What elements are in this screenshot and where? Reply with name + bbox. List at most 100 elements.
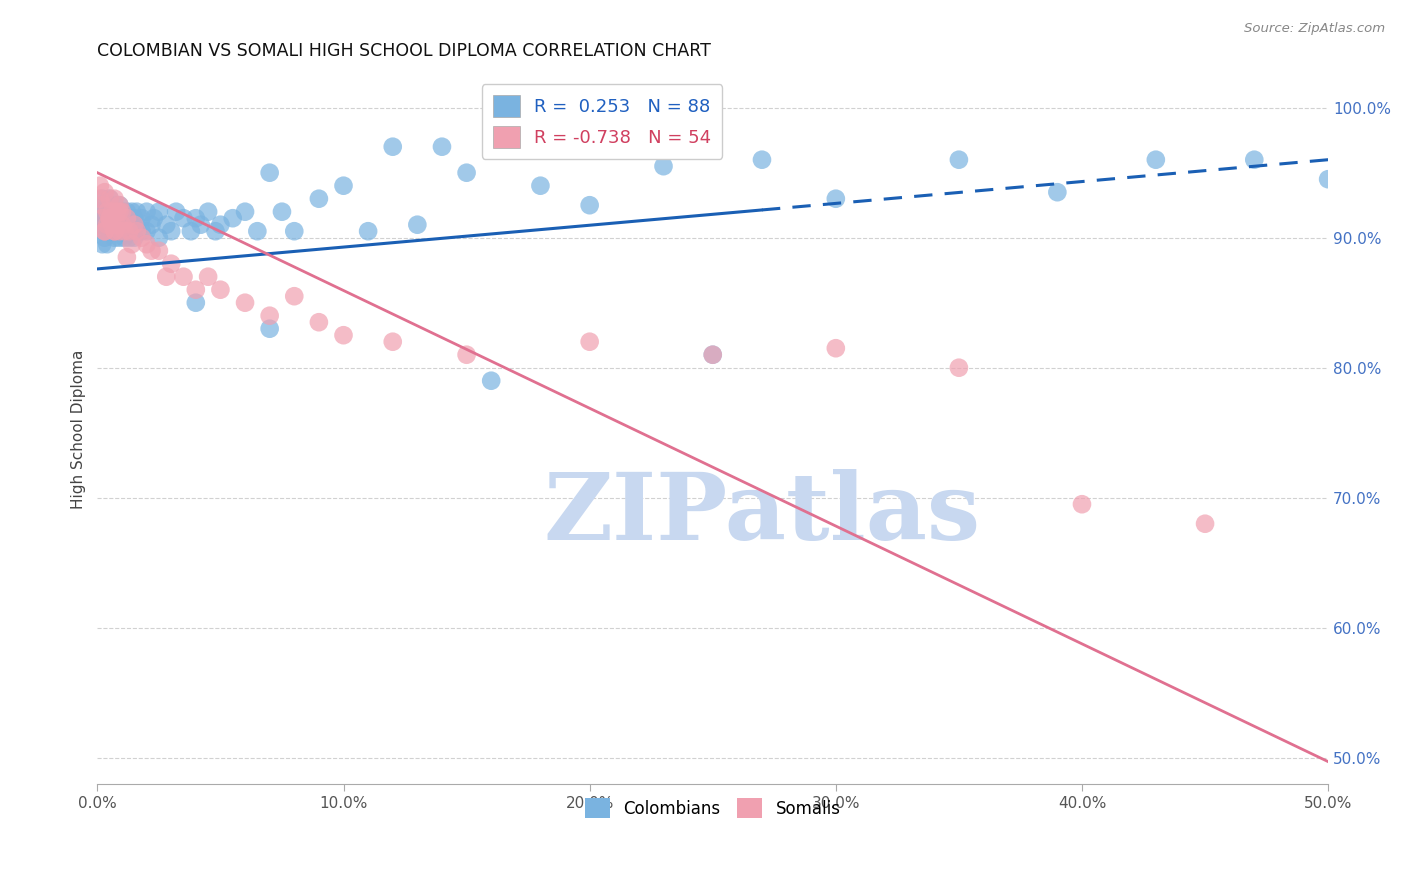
Point xyxy=(96,204,118,219)
Point xyxy=(197,204,219,219)
Point xyxy=(91,192,114,206)
Point xyxy=(155,269,177,284)
Point xyxy=(456,166,478,180)
Point xyxy=(98,211,121,226)
Point xyxy=(204,224,226,238)
Text: COLOMBIAN VS SOMALI HIGH SCHOOL DIPLOMA CORRELATION CHART: COLOMBIAN VS SOMALI HIGH SCHOOL DIPLOMA … xyxy=(97,42,711,60)
Point xyxy=(112,211,135,226)
Point xyxy=(456,348,478,362)
Point xyxy=(101,218,124,232)
Point xyxy=(103,211,125,226)
Point xyxy=(108,211,131,226)
Point xyxy=(233,295,256,310)
Text: ZIPatlas: ZIPatlas xyxy=(543,469,980,559)
Point xyxy=(105,224,128,238)
Point xyxy=(259,309,281,323)
Point xyxy=(93,230,115,244)
Point xyxy=(529,178,551,193)
Point xyxy=(103,224,125,238)
Point xyxy=(96,218,118,232)
Point xyxy=(105,218,128,232)
Point xyxy=(98,198,121,212)
Point xyxy=(111,204,134,219)
Point xyxy=(197,269,219,284)
Point xyxy=(91,198,114,212)
Point xyxy=(578,198,600,212)
Point xyxy=(751,153,773,167)
Point xyxy=(184,211,207,226)
Point xyxy=(1071,497,1094,511)
Point xyxy=(430,139,453,153)
Point xyxy=(103,224,125,238)
Point xyxy=(233,204,256,219)
Point xyxy=(246,224,269,238)
Point xyxy=(259,166,281,180)
Point xyxy=(948,153,970,167)
Point xyxy=(93,211,115,226)
Point xyxy=(283,289,305,303)
Point xyxy=(96,218,118,232)
Text: Source: ZipAtlas.com: Source: ZipAtlas.com xyxy=(1244,22,1385,36)
Point xyxy=(209,218,232,232)
Point xyxy=(91,237,114,252)
Point xyxy=(105,204,128,219)
Point xyxy=(98,211,121,226)
Point xyxy=(101,218,124,232)
Point xyxy=(381,334,404,349)
Point xyxy=(108,198,131,212)
Point xyxy=(148,244,170,258)
Point xyxy=(184,283,207,297)
Point xyxy=(131,211,153,226)
Point xyxy=(118,230,141,244)
Point xyxy=(108,224,131,238)
Point xyxy=(1194,516,1216,531)
Point xyxy=(91,211,114,226)
Point xyxy=(98,192,121,206)
Point xyxy=(96,204,118,219)
Point xyxy=(121,224,143,238)
Point xyxy=(108,230,131,244)
Point xyxy=(93,224,115,238)
Point xyxy=(824,192,846,206)
Point xyxy=(180,224,202,238)
Point xyxy=(124,211,146,226)
Point xyxy=(101,224,124,238)
Point xyxy=(111,218,134,232)
Point xyxy=(143,211,166,226)
Point xyxy=(125,218,148,232)
Point xyxy=(308,315,330,329)
Point xyxy=(115,250,138,264)
Point xyxy=(103,198,125,212)
Point xyxy=(381,139,404,153)
Point xyxy=(1317,172,1340,186)
Point xyxy=(308,192,330,206)
Point xyxy=(105,218,128,232)
Point xyxy=(332,328,354,343)
Point xyxy=(121,204,143,219)
Point xyxy=(125,204,148,219)
Point xyxy=(271,204,294,219)
Point xyxy=(89,178,111,193)
Point xyxy=(93,224,115,238)
Point xyxy=(173,211,195,226)
Point xyxy=(1243,153,1265,167)
Point xyxy=(1144,153,1167,167)
Point xyxy=(89,218,111,232)
Point xyxy=(124,218,146,232)
Point xyxy=(111,204,134,219)
Legend: Colombians, Somalis: Colombians, Somalis xyxy=(578,791,848,825)
Point xyxy=(131,230,153,244)
Point xyxy=(948,360,970,375)
Point xyxy=(702,348,724,362)
Point xyxy=(332,178,354,193)
Point xyxy=(824,341,846,355)
Point xyxy=(98,224,121,238)
Point xyxy=(357,224,380,238)
Point xyxy=(283,224,305,238)
Point xyxy=(165,204,187,219)
Point xyxy=(93,224,115,238)
Point xyxy=(112,224,135,238)
Point xyxy=(118,224,141,238)
Point xyxy=(135,204,157,219)
Point xyxy=(111,218,134,232)
